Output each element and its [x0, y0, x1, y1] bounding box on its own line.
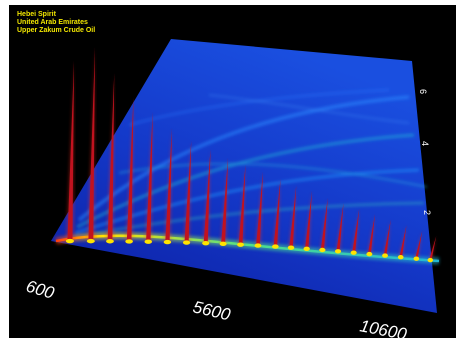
- y-tick-label: 6: [418, 89, 428, 94]
- peak: [289, 185, 297, 248]
- peak: [367, 214, 375, 255]
- peak-base: [413, 256, 420, 261]
- peak: [415, 230, 423, 259]
- peak: [305, 190, 312, 249]
- legend-line-3: Upper Zakum Crude Oil: [17, 27, 96, 34]
- peak-base: [319, 247, 326, 253]
- peak: [273, 178, 281, 247]
- x-tick-label: 10600: [358, 316, 409, 338]
- peak-base: [182, 240, 191, 245]
- peak-glow: [219, 157, 228, 244]
- heatmap-plane: [51, 39, 437, 313]
- peak: [320, 198, 328, 251]
- peak: [429, 236, 437, 261]
- peak-base: [125, 239, 133, 244]
- peak: [221, 157, 228, 244]
- peak-base: [272, 244, 279, 249]
- peak-glow: [303, 190, 312, 249]
- peak: [399, 225, 407, 258]
- peak-base: [86, 238, 95, 244]
- peak-glow: [237, 164, 246, 245]
- chart-frame: 600 5600 10600 2 4 6 Hebei Spirit United…: [9, 5, 456, 338]
- peak-glow: [382, 219, 391, 256]
- peak: [336, 203, 344, 252]
- peak-glow: [398, 225, 407, 258]
- peak-base: [397, 254, 404, 260]
- peak: [238, 164, 246, 245]
- peak-base: [303, 246, 310, 251]
- x-tick-label: 600: [24, 277, 57, 303]
- peak: [88, 47, 95, 242]
- peak-glow: [414, 230, 423, 259]
- peak: [126, 97, 134, 242]
- peak-glow: [367, 214, 375, 255]
- peak: [352, 208, 360, 253]
- peak-base: [202, 240, 210, 246]
- peak-base: [237, 242, 244, 247]
- peak-glow: [335, 203, 344, 252]
- peak-base: [366, 251, 373, 257]
- peaks-group: [65, 47, 437, 263]
- legend-line-2: United Arab Emirates: [17, 19, 88, 26]
- peak: [184, 140, 192, 243]
- peak-glow: [288, 185, 297, 248]
- peak-base: [65, 238, 74, 244]
- peak-base: [287, 245, 295, 250]
- peak-base: [219, 241, 227, 247]
- peak-glow: [319, 198, 328, 251]
- peak-base: [350, 250, 357, 255]
- legend-line-1: Hebei Spirit: [17, 11, 56, 18]
- peak-base: [163, 239, 172, 245]
- peak-base: [106, 239, 114, 244]
- peak-base: [334, 249, 342, 254]
- x-tick-label: 5600: [191, 297, 233, 324]
- peak-base: [254, 243, 262, 248]
- y-tick-label: 2: [422, 210, 432, 215]
- peak: [107, 73, 115, 242]
- peak-glow: [428, 236, 437, 261]
- peak-glow: [272, 178, 281, 247]
- peak-glow: [202, 149, 211, 244]
- peak-base: [144, 239, 153, 244]
- peak: [146, 111, 153, 242]
- peak: [165, 128, 172, 243]
- chart-svg: 600 5600 10600 2 4 6: [24, 39, 440, 338]
- peak-glow: [351, 208, 360, 253]
- peak-base: [382, 253, 388, 258]
- peak: [203, 149, 211, 244]
- peak-base: [427, 257, 434, 263]
- peak: [383, 219, 391, 256]
- peak-glow: [254, 171, 263, 246]
- y-tick-label: 4: [420, 141, 430, 146]
